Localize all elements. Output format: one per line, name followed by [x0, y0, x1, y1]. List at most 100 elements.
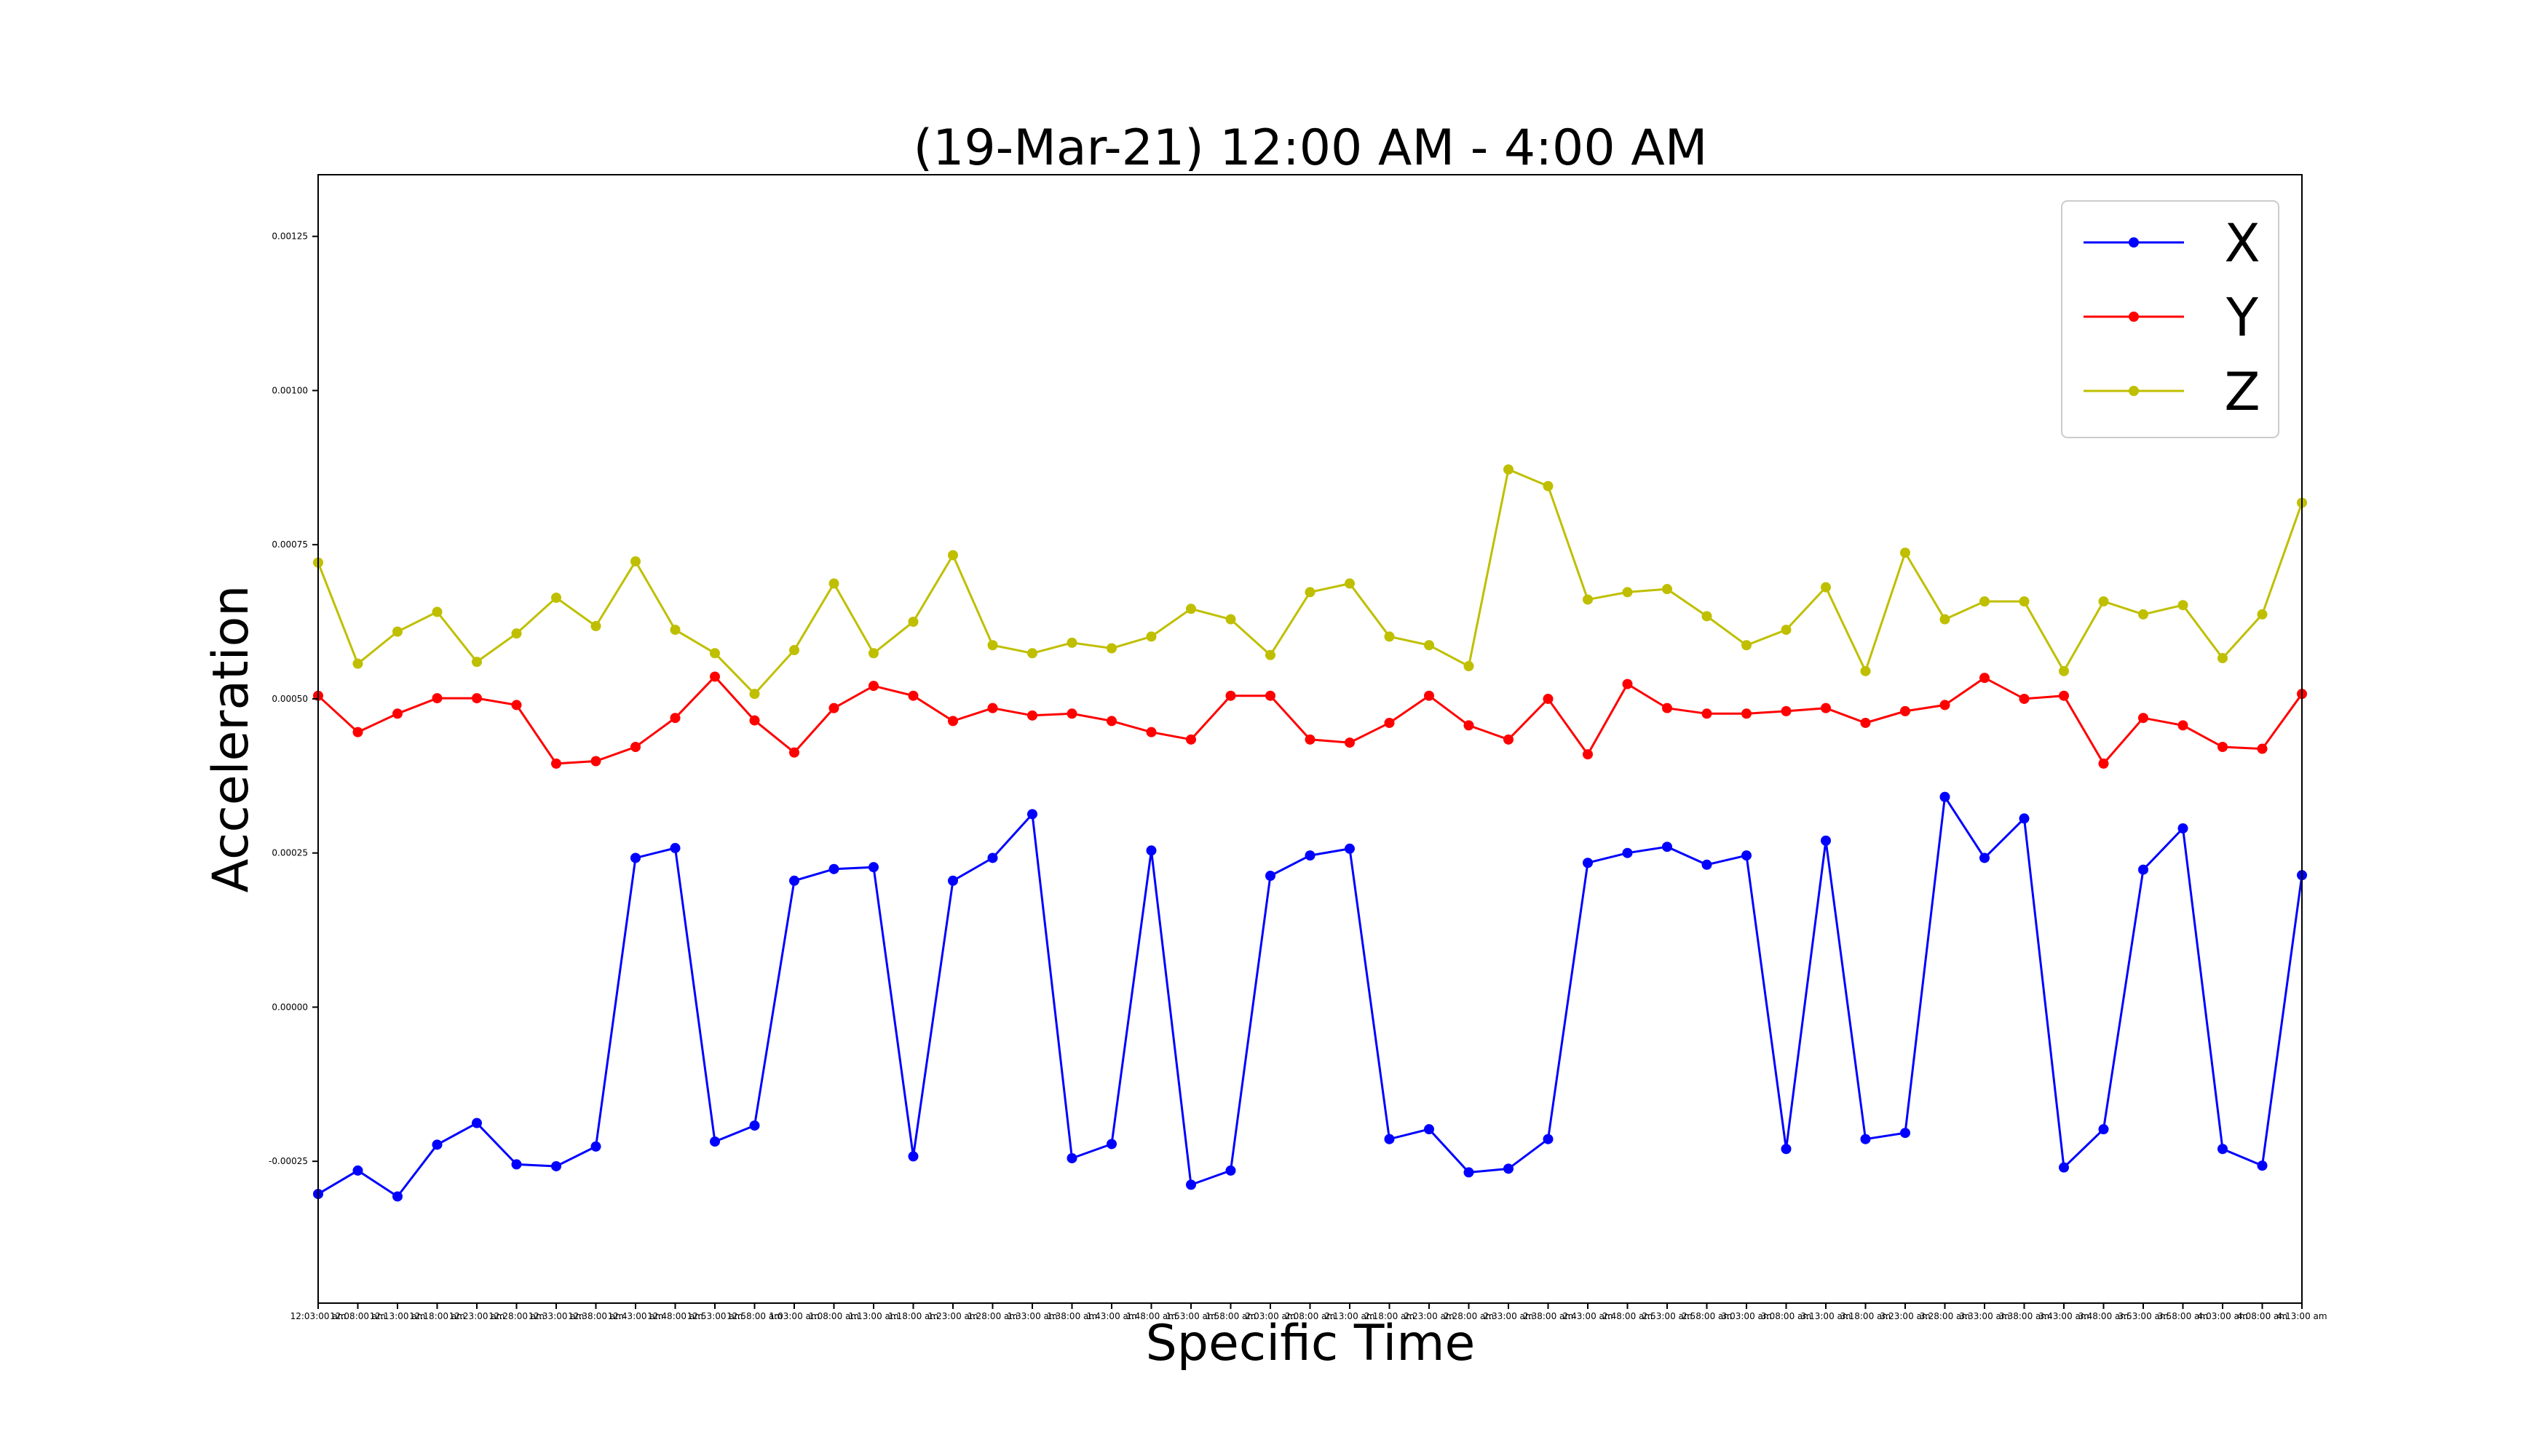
data-point-x	[1622, 847, 1633, 858]
data-point-z	[1384, 631, 1395, 642]
data-point-x	[987, 852, 998, 863]
data-point-y	[1781, 705, 1792, 716]
series-x	[313, 791, 2307, 1202]
data-point-y	[352, 727, 363, 737]
data-point-z	[2059, 665, 2069, 676]
data-point-y	[828, 703, 839, 713]
data-point-x	[1107, 1139, 1117, 1150]
data-point-z	[2138, 609, 2148, 620]
data-point-x	[630, 852, 641, 863]
data-point-z	[1781, 625, 1792, 636]
data-point-x	[511, 1159, 522, 1170]
x-tick-label: 12:38:00 am	[568, 1311, 624, 1321]
data-point-x	[869, 862, 879, 873]
data-point-y	[1741, 708, 1752, 719]
data-point-z	[1939, 614, 1950, 625]
data-point-y	[1225, 690, 1236, 701]
data-point-x	[1305, 850, 1315, 861]
x-tick-label: 1:08:00 am	[809, 1311, 859, 1321]
y-tick-label: 0.00125	[272, 232, 308, 242]
data-point-x	[590, 1141, 601, 1152]
data-point-y	[710, 671, 720, 682]
data-point-z	[1741, 640, 1752, 651]
data-point-x	[392, 1191, 403, 1202]
data-point-x	[1027, 809, 1037, 820]
x-tick-label: 3:28:00 am	[1920, 1311, 1970, 1321]
data-point-x	[1701, 859, 1712, 870]
data-point-z	[1027, 648, 1037, 659]
data-point-z	[1424, 640, 1434, 651]
data-point-y	[1662, 703, 1672, 713]
data-point-z	[1821, 582, 1831, 593]
legend-label-z: Z	[2224, 361, 2260, 422]
data-point-x	[749, 1120, 760, 1131]
data-point-x	[1583, 858, 1593, 869]
data-point-y	[1543, 693, 1554, 704]
data-point-x	[1741, 850, 1752, 861]
data-point-z	[2098, 596, 2109, 607]
data-point-x	[1186, 1179, 1196, 1190]
data-point-z	[1067, 637, 1077, 648]
x-tick-label: 12:18:00 am	[409, 1311, 465, 1321]
data-point-z	[590, 621, 601, 631]
data-point-x	[1225, 1165, 1236, 1176]
data-point-z	[1662, 584, 1672, 595]
y-tick-label: 0.00025	[272, 848, 308, 858]
data-point-x	[1979, 852, 1990, 863]
data-point-z	[789, 645, 799, 656]
x-tick-label: 1:23:00 am	[927, 1311, 978, 1321]
x-tick-label: 1:38:00 am	[1047, 1311, 1097, 1321]
data-point-x	[1424, 1124, 1434, 1135]
legend-label-x: X	[2224, 213, 2260, 274]
data-point-z	[432, 606, 443, 617]
data-point-z	[1225, 614, 1236, 625]
x-tick-label: 2:33:00 am	[1483, 1311, 1533, 1321]
data-point-y	[789, 747, 799, 758]
data-point-y	[670, 713, 681, 724]
x-tick-label: 3:58:00 am	[2158, 1311, 2208, 1321]
data-point-z	[1146, 631, 1157, 642]
data-point-x	[710, 1136, 720, 1147]
data-point-y	[2217, 742, 2228, 753]
data-point-x	[828, 863, 839, 874]
x-tick-label: 12:13:00 am	[370, 1311, 426, 1321]
data-point-z	[1860, 665, 1871, 676]
data-point-x	[472, 1117, 482, 1128]
data-point-y	[392, 708, 403, 719]
data-point-x	[1384, 1133, 1395, 1144]
x-tick-label: 4:08:00 am	[2237, 1311, 2287, 1321]
data-point-x	[2059, 1162, 2069, 1173]
x-tick-label: 1:13:00 am	[848, 1311, 898, 1321]
data-point-x	[1900, 1128, 1910, 1139]
x-tick-label: 1:03:00 am	[769, 1311, 819, 1321]
data-point-y	[2138, 713, 2148, 724]
x-tick-label: 3:48:00 am	[2078, 1311, 2129, 1321]
x-tick-label: 12:48:00 am	[647, 1311, 703, 1321]
legend-marker-z	[2129, 386, 2139, 396]
data-point-z	[1701, 611, 1712, 622]
data-point-z	[948, 550, 958, 561]
x-tick-label: 1:28:00 am	[968, 1311, 1018, 1321]
data-point-x	[1543, 1133, 1554, 1144]
data-point-z	[749, 689, 760, 700]
x-tick-label: 2:53:00 am	[1642, 1311, 1692, 1321]
x-tick-label: 4:03:00 am	[2197, 1311, 2247, 1321]
data-point-x	[1662, 842, 1672, 852]
data-point-y	[511, 700, 522, 711]
x-tick-label: 12:33:00 am	[529, 1311, 585, 1321]
data-point-x	[2019, 813, 2030, 824]
x-tick-label: 2:13:00 am	[1324, 1311, 1374, 1321]
x-tick-label: 12:28:00 am	[488, 1311, 545, 1321]
data-point-z	[828, 578, 839, 589]
data-point-x	[432, 1139, 443, 1150]
data-point-y	[987, 703, 998, 713]
data-point-y	[1503, 734, 1514, 745]
data-point-x	[352, 1165, 363, 1176]
data-point-z	[1305, 587, 1315, 598]
data-point-x	[2177, 823, 2188, 834]
data-point-y	[1939, 700, 1950, 711]
data-point-y	[1305, 734, 1315, 745]
data-point-x	[670, 842, 681, 853]
data-point-x	[908, 1151, 919, 1162]
